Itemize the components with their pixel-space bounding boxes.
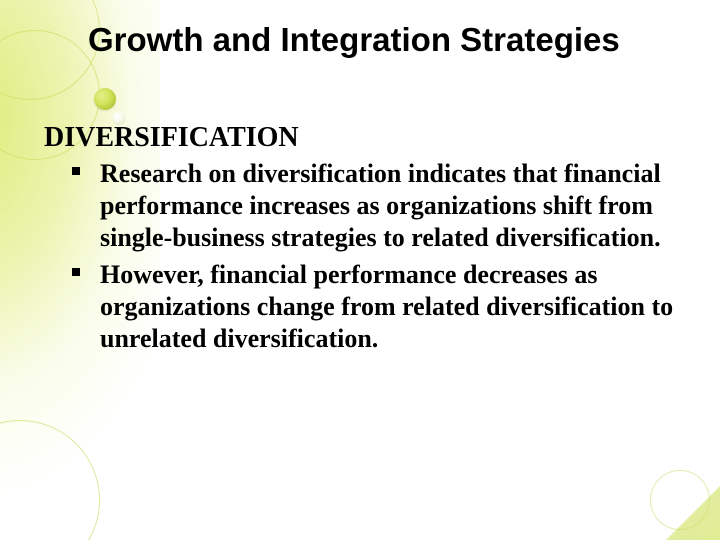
square-bullet-icon	[72, 268, 80, 276]
section-heading: DIVERSIFICATION	[44, 122, 674, 154]
slide-content: Growth and Integration Strategies DIVERS…	[0, 0, 720, 540]
bullet-text: Research on diversification indicates th…	[100, 159, 661, 251]
slide-title: Growth and Integration Strategies	[88, 22, 674, 58]
bullet-item: However, financial performance decreases…	[66, 259, 674, 354]
bullet-text: However, financial performance decreases…	[100, 260, 673, 352]
bullet-item: Research on diversification indicates th…	[66, 158, 674, 253]
square-bullet-icon	[72, 167, 80, 175]
bullet-list: Research on diversification indicates th…	[66, 158, 674, 354]
